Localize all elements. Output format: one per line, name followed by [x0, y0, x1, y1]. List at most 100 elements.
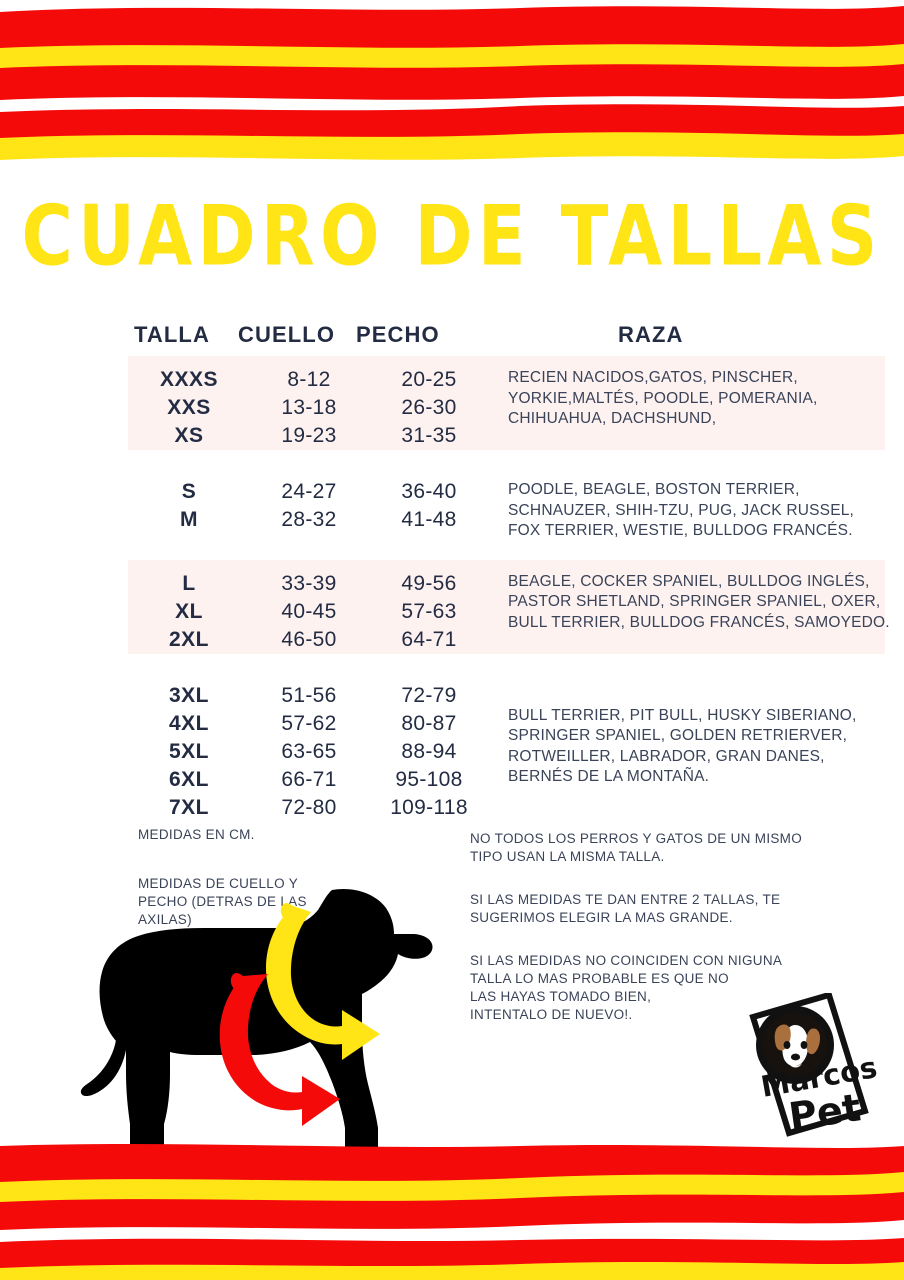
neck-column: 51-56 57-62 63-65 66-71 72-80 — [250, 672, 368, 822]
neck-column: 8-12 13-18 19-23 — [250, 356, 368, 450]
size-cell: 6XL — [168, 767, 209, 791]
size-group-l-2xl: L XL 2XL 33-39 40-45 46-50 49-56 57-63 6… — [128, 559, 890, 654]
chest-cell: 41-48 — [401, 508, 457, 531]
size-cell: 2XL — [168, 627, 209, 651]
column-header-chest: PECHO — [356, 322, 440, 347]
table-header-row: TALLA CUELLO PECHO RAZA — [128, 322, 885, 356]
chest-cell: 72-79 — [401, 683, 457, 707]
stripe-yellow-3 — [0, 1172, 904, 1204]
dog-silhouette-icon — [80, 888, 433, 1156]
stripe-yellow-2 — [0, 132, 904, 160]
logo-dog-face-icon — [774, 1024, 820, 1068]
neck-cell: 8-12 — [287, 368, 331, 391]
size-cell: 5XL — [168, 739, 209, 763]
chest-cell: 57-63 — [401, 599, 457, 623]
stripe-red-1 — [0, 6, 904, 52]
column-header-breed: RAZA — [618, 322, 684, 347]
size-cell: 7XL — [168, 795, 209, 819]
chest-column: 49-56 57-63 64-71 — [368, 560, 490, 654]
logo-text-pet: Pet — [786, 1085, 863, 1139]
stripe-yellow-1 — [0, 44, 904, 72]
group-spacer — [0, 542, 904, 560]
breed-line: SCHNAUZER, SHIH-TZU, PUG, JACK RUSSEL, — [508, 501, 855, 519]
chest-measure-arrow-icon — [219, 973, 340, 1126]
neck-column: 33-39 40-45 46-50 — [250, 560, 368, 654]
chest-column: 20-25 26-30 31-35 — [368, 356, 490, 450]
breed-line: SPRINGER SPANIEL, GOLDEN RETRIERVER, — [508, 727, 848, 744]
chest-cell: 31-35 — [401, 424, 457, 447]
note-units: MEDIDAS EN CM. — [138, 827, 255, 842]
note-between-sizes: SI LAS MEDIDAS TE DAN ENTRE 2 TALLAS, TE… — [470, 892, 781, 925]
breed-line: BEAGLE, COCKER SPANIEL, BULLDOG INGLÉS, — [508, 572, 870, 590]
stripe-red-3 — [0, 104, 904, 142]
logo-frame-icon — [749, 993, 869, 1137]
chest-cell: 36-40 — [401, 480, 457, 503]
breed-line: BULL TERRIER, BULLDOG FRANCÉS, SAMOYEDO. — [508, 613, 890, 631]
size-group-s-m: S M 24-27 28-32 36-40 41-48 POODLE, BEAG… — [128, 468, 885, 542]
chest-cell: 109-118 — [390, 795, 468, 819]
neck-cell: 19-23 — [281, 424, 337, 447]
column-header-size: TALLA — [134, 322, 210, 347]
neck-cell: 51-56 — [281, 683, 337, 707]
size-cell: XXXS — [159, 368, 219, 391]
neck-cell: 40-45 — [281, 599, 337, 623]
size-cell: XS — [174, 424, 204, 447]
breed-line: BERNÉS DE LA MONTAÑA. — [508, 768, 710, 785]
breed-line: RECIEN NACIDOS,GATOS, PINSCHER, — [508, 369, 798, 386]
breed-column: POODLE, BEAGLE, BOSTON TERRIER, SCHNAUZE… — [490, 468, 885, 542]
stripe-red-6 — [0, 1238, 904, 1274]
brand-logo: Marcos Pet — [733, 993, 885, 1141]
neck-cell: 28-32 — [281, 508, 337, 531]
top-stripe-decoration — [0, 0, 904, 170]
chest-cell: 64-71 — [401, 627, 457, 651]
size-cell: S — [181, 480, 197, 503]
size-group-3xl-7xl: 3XL 4XL 5XL 6XL 7XL 51-56 57-62 63-65 66… — [128, 671, 885, 822]
breed-column: RECIEN NACIDOS,GATOS, PINSCHER, YORKIE,M… — [490, 356, 885, 430]
chest-cell: 95-108 — [395, 767, 463, 791]
note-size-varies: NO TODOS LOS PERROS Y GATOS DE UN MISMO … — [470, 831, 803, 864]
neck-cell: 24-27 — [281, 480, 337, 503]
breed-line: BULL TERRIER, PIT BULL, HUSKY SIBERIANO, — [508, 706, 857, 724]
neck-cell: 72-80 — [281, 795, 337, 819]
breed-line: CHIHUAHUA, DACHSHUND, — [508, 410, 717, 427]
size-cell: L — [182, 571, 196, 595]
group-spacer — [0, 450, 904, 468]
stripe-red-5 — [0, 1192, 904, 1230]
chest-column: 36-40 41-48 — [368, 468, 490, 534]
size-column: S M — [128, 468, 250, 534]
chest-column: 72-79 80-87 88-94 95-108 109-118 — [368, 672, 490, 822]
page-title: CUADRO DE TALLAS — [21, 188, 883, 285]
chest-cell: 26-30 — [401, 396, 457, 419]
neck-column: 24-27 28-32 — [250, 468, 368, 534]
note-remeasure: SI LAS MEDIDAS NO COINCIDEN CON NIGUNA T… — [470, 953, 783, 1022]
breed-line: ROTWEILLER, LABRADOR, GRAN DANES, — [508, 747, 825, 765]
size-column: 3XL 4XL 5XL 6XL 7XL — [128, 672, 250, 822]
size-cell: XL — [175, 599, 203, 623]
breed-column: BULL TERRIER, PIT BULL, HUSKY SIBERIANO,… — [490, 672, 885, 788]
size-cell: 4XL — [168, 711, 209, 735]
size-chart-table: TALLA CUELLO PECHO RAZA XXXS XXS XS 8-12… — [0, 322, 904, 822]
neck-cell: 46-50 — [281, 627, 337, 651]
breed-column: BEAGLE, COCKER SPANIEL, BULLDOG INGLÉS, … — [490, 560, 890, 634]
chest-cell: 80-87 — [401, 711, 457, 735]
stripe-red-2 — [0, 64, 904, 100]
chest-cell: 20-25 — [401, 368, 457, 391]
chest-cell: 88-94 — [401, 739, 457, 763]
size-cell: 3XL — [168, 683, 209, 707]
note-where-to-measure: MEDIDAS DE CUELLO Y PECHO (DETRAS DE LAS… — [138, 876, 307, 927]
dog-ear — [348, 908, 383, 987]
size-group-xxxs-xs: XXXS XXS XS 8-12 13-18 19-23 20-25 26-30… — [128, 356, 885, 450]
dog-tail — [80, 1040, 126, 1097]
column-header-neck: CUELLO — [238, 322, 336, 347]
breed-line: POODLE, BEAGLE, BOSTON TERRIER, — [508, 481, 800, 498]
size-column: L XL 2XL — [128, 560, 250, 654]
size-cell: M — [180, 508, 198, 531]
neck-cell: 57-62 — [281, 711, 337, 735]
stripe-yellow-4 — [0, 1262, 904, 1280]
size-column: XXXS XXS XS — [128, 356, 250, 450]
chest-cell: 49-56 — [401, 571, 457, 595]
dog-measurement-illustration — [80, 878, 440, 1168]
breed-line: FOX TERRIER, WESTIE, BULLDOG FRANCÉS. — [508, 522, 853, 539]
neck-cell: 66-71 — [281, 767, 337, 791]
neck-cell: 33-39 — [281, 571, 337, 595]
